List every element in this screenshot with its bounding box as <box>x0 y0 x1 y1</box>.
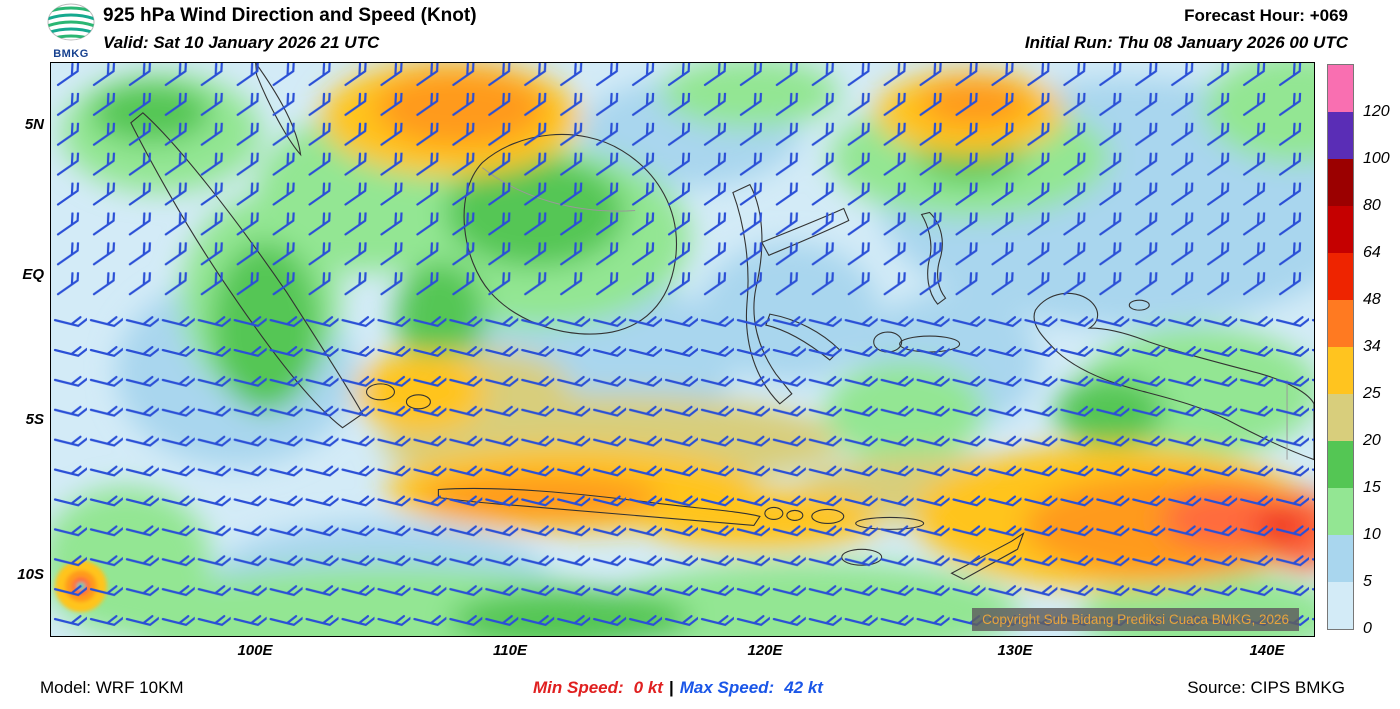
legend-swatch: 34 <box>1328 300 1381 355</box>
legend-label: 34 <box>1363 338 1381 355</box>
lon-label-110e: 110E <box>493 642 527 659</box>
legend-label: 15 <box>1363 479 1381 496</box>
legend-swatch: 48 <box>1328 253 1381 308</box>
lat-label-5s: 5S <box>25 411 44 428</box>
legend-label: 5 <box>1363 573 1372 590</box>
max-speed-value: 42 kt <box>784 678 823 697</box>
legend-label: 80 <box>1363 197 1381 214</box>
legend-swatch: 15 <box>1328 441 1381 496</box>
wind-speed-field <box>51 63 1314 636</box>
legend-label: 25 <box>1363 385 1381 402</box>
page-title: 925 hPa Wind Direction and Speed (Knot) <box>103 5 477 26</box>
wind-barbs-north <box>51 63 1314 301</box>
legend-label: 100 <box>1363 150 1390 167</box>
colorbar: 120 100 80 64 48 34 25 20 15 10 5 0 <box>1327 64 1390 637</box>
lat-label-eq: EQ <box>22 266 44 283</box>
max-speed-label: Max Speed: <box>679 678 775 697</box>
legend-swatch: 5 <box>1328 535 1372 590</box>
legend-swatch: 64 <box>1328 206 1381 261</box>
lon-label-120e: 120E <box>747 642 783 659</box>
legend-label: 0 <box>1363 620 1372 637</box>
copyright-watermark: Copyright Sub Bidang Prediksi Cuaca BMKG… <box>972 608 1299 631</box>
lon-label-130e: 130E <box>997 642 1033 659</box>
legend-swatch: 20 <box>1328 394 1381 449</box>
bmkg-logo: BMKG <box>42 2 100 60</box>
legend-swatch: 100 <box>1328 112 1390 167</box>
lon-label-140e: 140E <box>1249 642 1285 659</box>
legend-swatch: 120 <box>1328 65 1390 120</box>
lat-label-5n: 5N <box>24 116 44 133</box>
min-speed-label: Min Speed: <box>533 678 624 697</box>
lon-label-100e: 100E <box>237 642 273 659</box>
legend-label: 48 <box>1363 291 1381 308</box>
speed-summary: Min Speed: 0 kt | Max Speed: 42 kt <box>533 678 823 698</box>
legend-label: 20 <box>1363 432 1381 449</box>
bmkg-globe-icon <box>47 3 95 41</box>
lat-label-10s: 10S <box>17 566 44 583</box>
forecast-hour: Forecast Hour: +069 <box>1184 6 1348 25</box>
wind-barbs-south <box>51 300 1314 636</box>
legend-swatch: 0 <box>1328 582 1372 637</box>
wind-speed-colorbar: 120 100 80 64 48 34 25 20 15 10 5 0 <box>1327 64 1390 637</box>
legend-label: 10 <box>1363 526 1381 543</box>
model-label: Model: WRF 10KM <box>40 678 184 697</box>
valid-time: Valid: Sat 10 January 2026 21 UTC <box>103 33 380 52</box>
speed-separator: | <box>668 678 674 697</box>
legend-label: 120 <box>1363 103 1390 120</box>
min-speed-value: 0 kt <box>633 678 663 697</box>
legend-swatch: 10 <box>1328 488 1381 543</box>
initial-run-time: Initial Run: Thu 08 January 2026 00 UTC <box>1024 33 1348 52</box>
legend-label: 64 <box>1363 244 1381 261</box>
wind-map: Copyright Sub Bidang Prediksi Cuaca BMKG… <box>50 62 1315 637</box>
legend-swatch: 25 <box>1328 347 1381 402</box>
bmkg-logo-label: BMKG <box>53 48 89 60</box>
source-label: Source: CIPS BMKG <box>1187 678 1345 697</box>
legend-swatch: 80 <box>1328 159 1381 214</box>
